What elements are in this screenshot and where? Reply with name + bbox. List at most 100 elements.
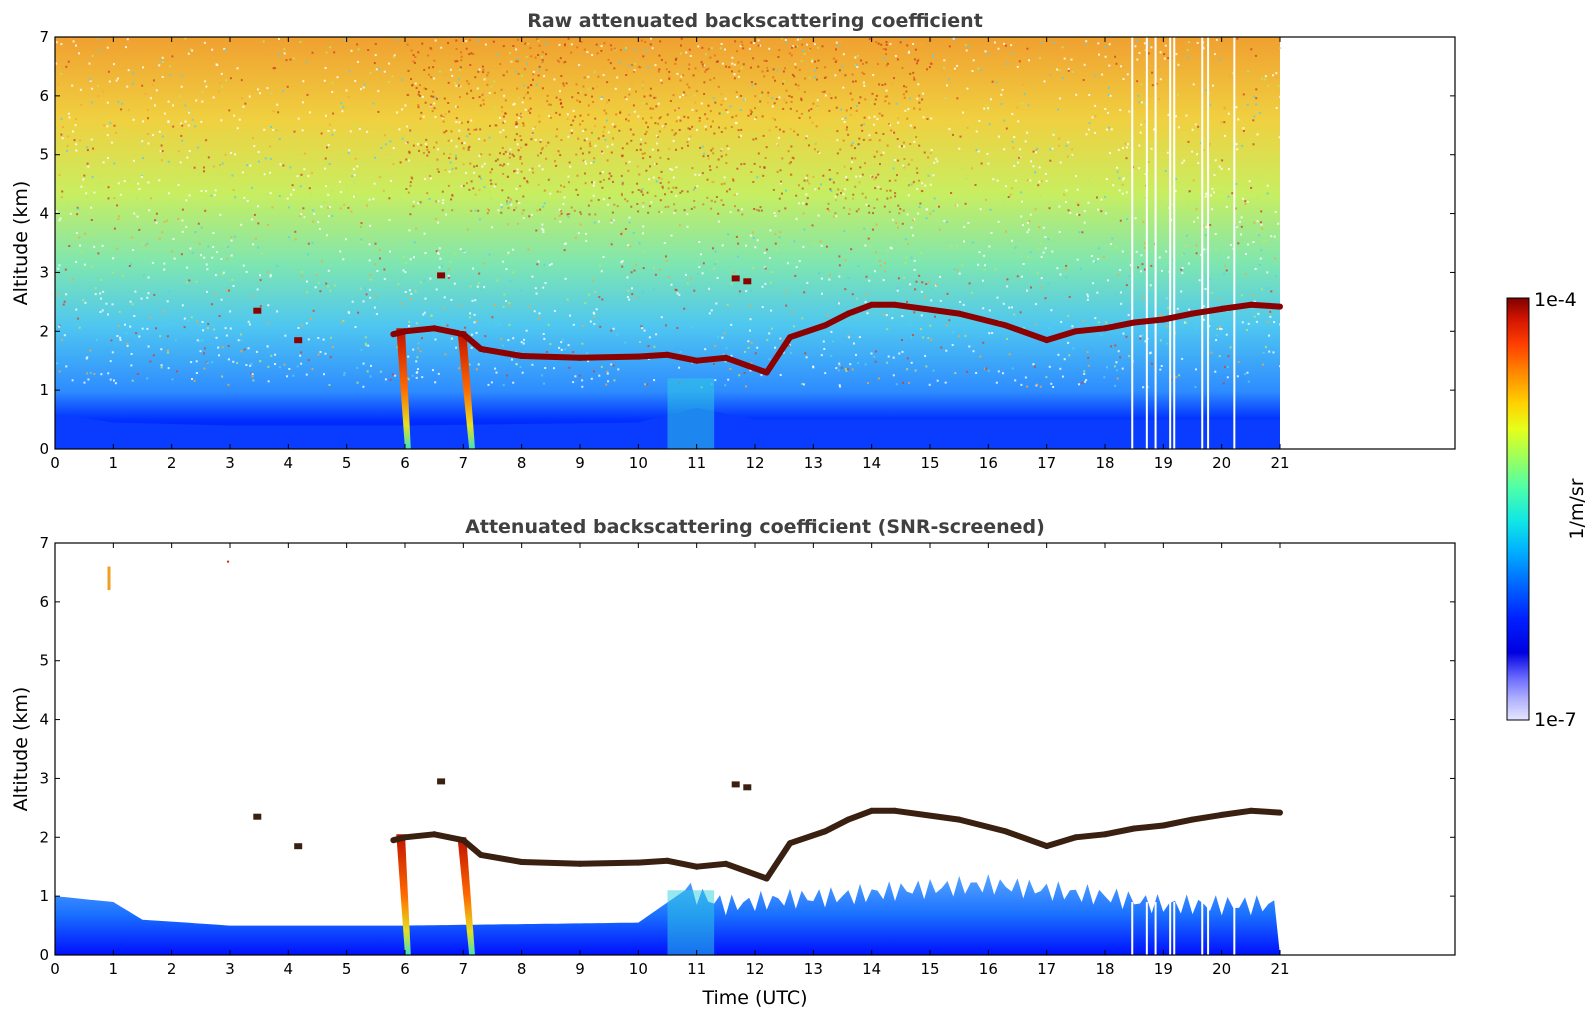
x-tick-label: 14 [862, 454, 881, 472]
y-tick-label: 3 [39, 769, 49, 787]
y-tick-label: 0 [39, 440, 49, 458]
cloud-layer-segment [1189, 305, 1225, 317]
cloud-layer-segment [722, 860, 770, 882]
cloud-layer-segment [431, 831, 467, 844]
raw-backscatter-panel: Raw attenuated backscattering coefficien… [10, 10, 1456, 472]
data-gap [1201, 37, 1204, 449]
cloud-layer-segment [1102, 825, 1138, 838]
cloud-layer-segment [664, 857, 700, 870]
cloud-fragment [294, 843, 303, 850]
colorbar-max-label: 1e-4 [1534, 289, 1577, 311]
y-axis-label: Altitude (km) [10, 687, 32, 812]
x-tick-label: 2 [167, 454, 177, 472]
data-gap [1233, 37, 1236, 449]
x-axis: 0 1 2 3 4 5 6 7 8 9 10 11 12 13 14 15 16 17 18 19 20 21 [50, 37, 1290, 472]
precipitation-streak [396, 834, 411, 955]
x-tick-label: 8 [517, 960, 527, 978]
x-tick-label: 15 [920, 454, 939, 472]
data-gap [1145, 37, 1148, 449]
y-tick-label: 7 [39, 534, 49, 552]
y-axis: 0 1 2 3 4 5 6 7 [39, 534, 1455, 964]
cloud-layer-segment [477, 345, 525, 359]
x-tick-label: 2 [167, 960, 177, 978]
cloud-layer-segment [635, 857, 671, 866]
cloud-layer-segment [635, 351, 671, 360]
data-gap [1169, 37, 1172, 449]
cloud-layer-segment [822, 816, 852, 835]
data-gap [1169, 902, 1172, 955]
cloud-layer-segment [1002, 322, 1050, 344]
data-gap [1154, 37, 1157, 449]
y-tick-label: 0 [39, 946, 49, 964]
x-tick-label: 10 [629, 454, 648, 472]
cloud-layer-segment [577, 859, 642, 867]
precipitation-streak [457, 837, 475, 955]
cloud-fragment [253, 307, 262, 314]
y-tick-label: 6 [39, 593, 49, 611]
cloud-layer-segment [1160, 310, 1196, 323]
cloud-layer-segment [460, 331, 484, 352]
cloud-layer-segment [845, 301, 875, 317]
x-tick-label: 20 [1212, 960, 1231, 978]
x-tick-label: 19 [1154, 960, 1173, 978]
y-axis-label: Altitude (km) [10, 181, 32, 306]
x-tick-label: 10 [629, 960, 648, 978]
x-tick-label: 7 [459, 454, 469, 472]
x-tick-label: 12 [745, 454, 764, 472]
data-gap [1154, 902, 1157, 955]
precipitation-streak [457, 331, 475, 449]
y-tick-label: 1 [39, 887, 49, 905]
data-gap [1173, 37, 1176, 449]
data-gap [1145, 902, 1148, 955]
x-tick-label: 21 [1270, 960, 1289, 978]
y-tick-label: 1 [39, 381, 49, 399]
aerosol-plume [667, 378, 715, 449]
y-tick-label: 2 [39, 828, 49, 846]
y-tick-label: 5 [39, 652, 49, 670]
isolated-return [227, 560, 230, 563]
data-gap [1131, 902, 1134, 955]
cloud-layer-segment [693, 860, 729, 870]
heatmap-field [55, 37, 1282, 449]
y-tick-label: 7 [39, 28, 49, 46]
cloud-layer-segment [787, 322, 828, 341]
cloud-layer-segment [1131, 316, 1167, 326]
heatmap-marks [253, 272, 1283, 449]
cloud-layer-segment [402, 831, 438, 841]
cloud-layer-segment [664, 351, 700, 364]
precipitation-streak [396, 328, 411, 449]
cloud-layer-segment [892, 807, 963, 823]
x-tick-label: 18 [1095, 454, 1114, 472]
x-tick-label: 9 [575, 960, 585, 978]
cloud-fragment [253, 813, 262, 820]
cloud-layer-segment [460, 837, 484, 858]
data-gap [1207, 37, 1210, 449]
colorbar-unit-label: 1/m/sr [1566, 478, 1588, 539]
cloud-layer-segment [1072, 325, 1108, 335]
panel-title: Attenuated backscattering coefficient (S… [465, 516, 1045, 538]
cloud-layer-segment [577, 353, 642, 361]
cloud-layer-segment [763, 334, 793, 376]
y-tick-label: 4 [39, 711, 49, 729]
x-tick-label: 21 [1270, 454, 1289, 472]
cloud-fragment [731, 275, 740, 282]
cloud-layer-segment [518, 859, 583, 867]
x-tick-label: 11 [687, 960, 706, 978]
x-tick-label: 9 [575, 454, 585, 472]
cloud-layer-segment [477, 851, 525, 865]
isolated-return [107, 566, 111, 591]
data-gap [1233, 902, 1236, 955]
x-tick-label: 5 [342, 960, 352, 978]
cloud-layer-segment [845, 807, 875, 823]
cloud-layer-segment [763, 840, 793, 882]
aerosol-plume [667, 890, 715, 955]
data-gap [1201, 902, 1204, 955]
x-axis-label: Time (UTC) [701, 987, 807, 1009]
cloud-layer-segment [722, 354, 770, 376]
x-tick-label: 13 [804, 454, 823, 472]
cloud-layer-segment [1043, 328, 1079, 344]
panel-title: Raw attenuated backscattering coefficien… [527, 10, 983, 32]
cloud-layer-segment [431, 325, 467, 338]
y-tick-label: 2 [39, 322, 49, 340]
